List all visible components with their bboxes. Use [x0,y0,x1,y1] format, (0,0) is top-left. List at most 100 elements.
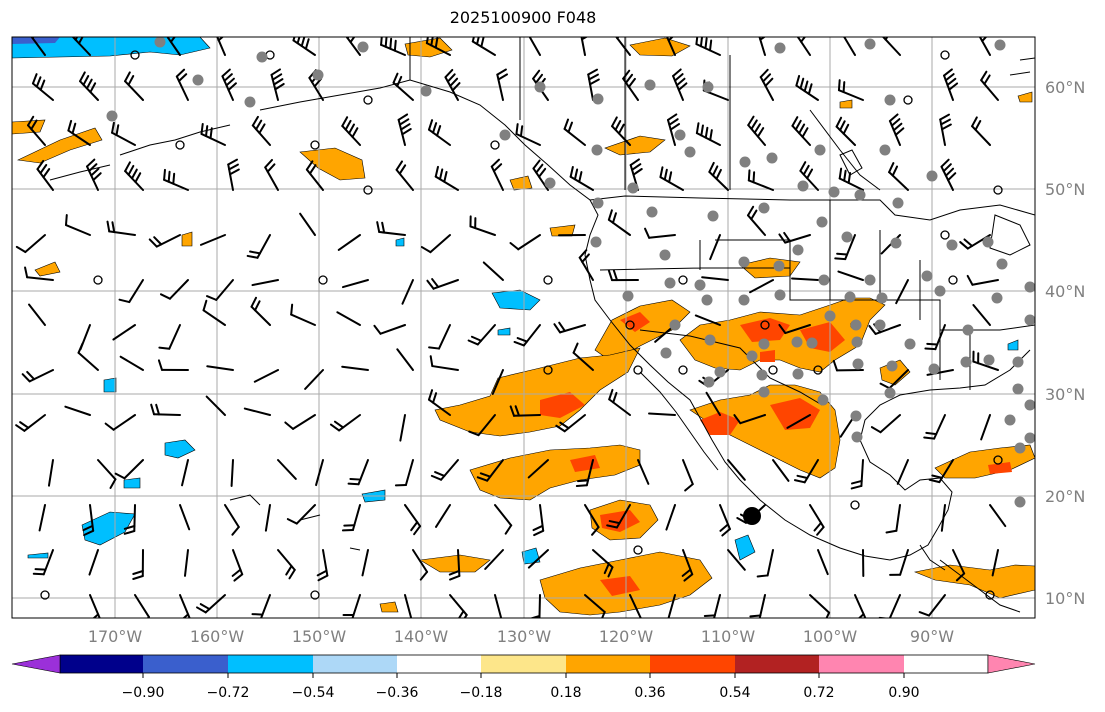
station-dot [660,347,672,359]
station-dot [774,289,786,301]
calm-wind-marker [40,590,50,600]
wind-barb [395,160,414,191]
wind-barb [227,158,240,191]
station-dot [1014,496,1026,508]
wind-barb [251,115,271,146]
wind-barb [158,324,181,350]
wind-barb [221,68,237,101]
calm-wind-marker [678,365,688,375]
wind-barb [580,37,589,56]
station-dot [256,51,268,63]
station-dot [591,144,603,156]
station-dot [960,356,972,368]
colorbar-segment [143,655,228,673]
station-dot [684,146,696,158]
lon-label-170: 170°W [88,627,143,646]
calm-wind-marker [850,500,860,510]
calm-wind-marker [130,50,140,60]
wind-barb [396,348,414,371]
wind-barb [701,276,729,281]
wind-barb [404,594,413,618]
station-dot [852,358,864,370]
station-dot [1012,356,1024,368]
wind-barb [250,296,271,326]
station-dot [659,249,671,261]
calm-wind-marker [813,365,823,375]
wind-barb [341,116,361,146]
station-dot [707,210,719,222]
wind-barb [928,459,954,484]
wind-barb [838,167,864,191]
wind-barb [88,549,99,576]
wind-barb [183,549,189,577]
station-dot [824,310,836,322]
wind-barb [587,68,600,101]
wind-barb [427,389,451,416]
wind-barb [124,71,144,101]
wind-barb [206,365,234,371]
wind-barb [527,459,549,479]
wind-barb [923,414,946,440]
wind-barb [36,159,54,191]
wind-barb [24,266,54,281]
station-dot [192,74,204,86]
wind-barb [420,234,451,254]
station-dot [892,197,904,209]
station-dot [703,376,715,388]
station-dot [704,334,716,346]
colorbar-label: −0.90 [122,685,165,701]
station-dot [534,81,546,93]
calm-wind-marker [993,455,1003,465]
latitude-labels: 60°N 50°N 40°N 30°N 20°N 10°N [1045,78,1085,608]
station-dot [1012,383,1024,395]
wind-barb [251,279,279,287]
colorbar-segment [819,655,904,673]
station-dot [669,319,681,331]
station-dot [544,177,556,189]
station-dot [1024,399,1035,411]
wind-barb [304,369,324,390]
wind-barb [491,369,504,395]
station-dot [664,277,676,289]
colorbar-label: 0.90 [888,685,919,701]
wind-barb [772,459,790,482]
wind-barb [277,459,297,480]
wind-barb [150,403,181,416]
wind-barb [264,158,279,191]
wind-barb [200,123,226,146]
wind-barb [980,70,999,101]
wind-barb [648,412,676,416]
wind-barb [659,166,684,191]
wind-barb [490,158,504,191]
wind-barb [778,323,811,335]
wind-barb [341,279,369,289]
colorbar-label: −0.36 [376,685,419,701]
wind-barb [971,116,991,146]
station-dot [841,231,853,243]
wind-barb [484,549,504,570]
colorbar-segment [566,655,650,673]
colorbar-segment [313,655,397,673]
wind-barb [77,342,99,371]
station-dot [890,237,902,249]
wind-barb [426,278,459,290]
wind-barb [337,234,361,251]
wind-barb [796,37,811,56]
wind-barb [563,118,586,146]
high-anomaly-fields [540,312,1012,596]
wind-barb [336,311,361,326]
wind-barb [926,369,954,376]
wind-barb [607,269,639,282]
station-dot [738,294,750,306]
colorbar-segment [735,655,819,673]
wind-barb [399,414,406,442]
wind-barb [179,594,191,618]
wind-barb [606,504,631,529]
colorbar-max-extend [987,654,1036,674]
wind-barb [31,73,54,101]
station-dot [814,144,826,156]
calm-wind-marker [760,320,770,330]
wind-barb [471,37,496,56]
wind-barb [672,68,688,101]
station-dot [791,336,803,348]
